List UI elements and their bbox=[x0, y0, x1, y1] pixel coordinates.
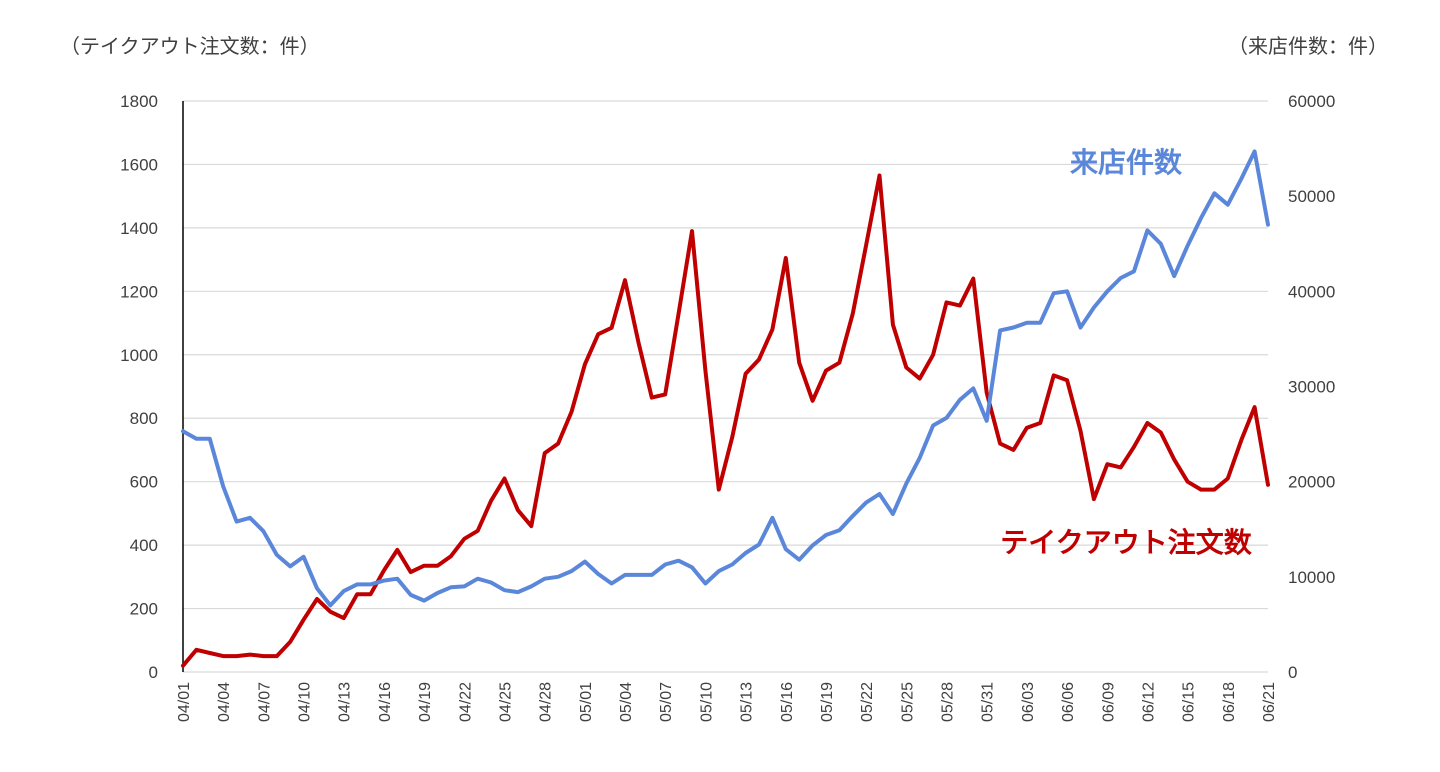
left-y-tick-label: 1000 bbox=[120, 346, 158, 365]
x-tick-label: 04/13 bbox=[337, 682, 354, 722]
x-tick-label: 06/18 bbox=[1221, 682, 1238, 722]
right-axis-unit-label: （来店件数：件） bbox=[1228, 34, 1388, 58]
series-annotation-label: 来店件数 bbox=[1070, 146, 1183, 179]
left-y-tick-label: 1600 bbox=[120, 155, 158, 174]
left-axis-unit-label: （テイクアウト注文数：件） bbox=[60, 34, 320, 58]
left-y-tick-label: 600 bbox=[130, 473, 158, 492]
left-y-axis-ticks: 0 200 400 600 800 1000 1200 1400 1600 1800 bbox=[120, 92, 158, 682]
right-y-tick-label: 0 bbox=[1288, 663, 1297, 682]
x-tick-label: 04/16 bbox=[377, 682, 394, 722]
x-tick-label: 04/10 bbox=[297, 682, 314, 722]
right-y-tick-label: 20000 bbox=[1288, 473, 1335, 492]
series-lines bbox=[181, 149, 1270, 668]
left-y-tick-label: 1400 bbox=[120, 219, 158, 238]
right-y-tick-label: 30000 bbox=[1288, 378, 1335, 397]
left-y-tick-label: 0 bbox=[149, 663, 158, 682]
x-tick-label: 04/01 bbox=[176, 682, 193, 722]
left-y-tick-label: 1800 bbox=[120, 92, 158, 111]
x-tick-label: 05/13 bbox=[739, 682, 756, 722]
x-tick-label: 05/01 bbox=[578, 682, 595, 722]
x-tick-label: 05/07 bbox=[658, 682, 675, 722]
left-y-tick-label: 1200 bbox=[120, 282, 158, 301]
right-y-tick-label: 10000 bbox=[1288, 568, 1335, 587]
x-tick-label: 04/19 bbox=[417, 682, 434, 722]
x-tick-label: 04/22 bbox=[457, 682, 474, 722]
x-tick-label: 05/10 bbox=[698, 682, 715, 722]
x-tick-label: 04/25 bbox=[497, 682, 514, 722]
series-line bbox=[181, 173, 1270, 668]
x-tick-label: 06/06 bbox=[1060, 682, 1077, 722]
x-axis-ticks: 04/01 04/04 04/07 04/10 04/13 04/16 04/19 04/22… bbox=[176, 682, 1278, 722]
gridlines bbox=[183, 100, 1268, 673]
left-y-tick-label: 400 bbox=[130, 536, 158, 555]
right-y-axis-ticks: 0 10000 20000 30000 40000 50000 60000 bbox=[1288, 92, 1335, 682]
x-tick-label: 06/09 bbox=[1100, 682, 1117, 722]
series-annotation-label: テイクアウト注文数 bbox=[1000, 526, 1252, 559]
x-tick-label: 04/28 bbox=[538, 682, 555, 722]
x-tick-label: 05/19 bbox=[819, 682, 836, 722]
left-y-tick-label: 800 bbox=[130, 409, 158, 428]
x-tick-label: 05/25 bbox=[899, 682, 916, 722]
right-y-tick-label: 40000 bbox=[1288, 282, 1335, 301]
x-tick-label: 06/15 bbox=[1181, 682, 1198, 722]
x-tick-label: 05/22 bbox=[859, 682, 876, 722]
x-tick-label: 05/28 bbox=[940, 682, 957, 722]
right-y-tick-label: 50000 bbox=[1288, 187, 1335, 206]
x-tick-label: 04/07 bbox=[256, 682, 273, 722]
x-tick-label: 05/16 bbox=[779, 682, 796, 722]
series-line bbox=[181, 149, 1270, 608]
x-tick-label: 05/04 bbox=[618, 682, 635, 722]
x-tick-label: 06/12 bbox=[1140, 682, 1157, 722]
x-tick-label: 04/04 bbox=[216, 682, 233, 722]
x-tick-label: 06/21 bbox=[1261, 682, 1278, 722]
left-y-tick-label: 200 bbox=[130, 600, 158, 619]
right-y-tick-label: 60000 bbox=[1288, 92, 1335, 111]
x-tick-label: 05/31 bbox=[980, 682, 997, 722]
x-tick-label: 06/03 bbox=[1020, 682, 1037, 722]
